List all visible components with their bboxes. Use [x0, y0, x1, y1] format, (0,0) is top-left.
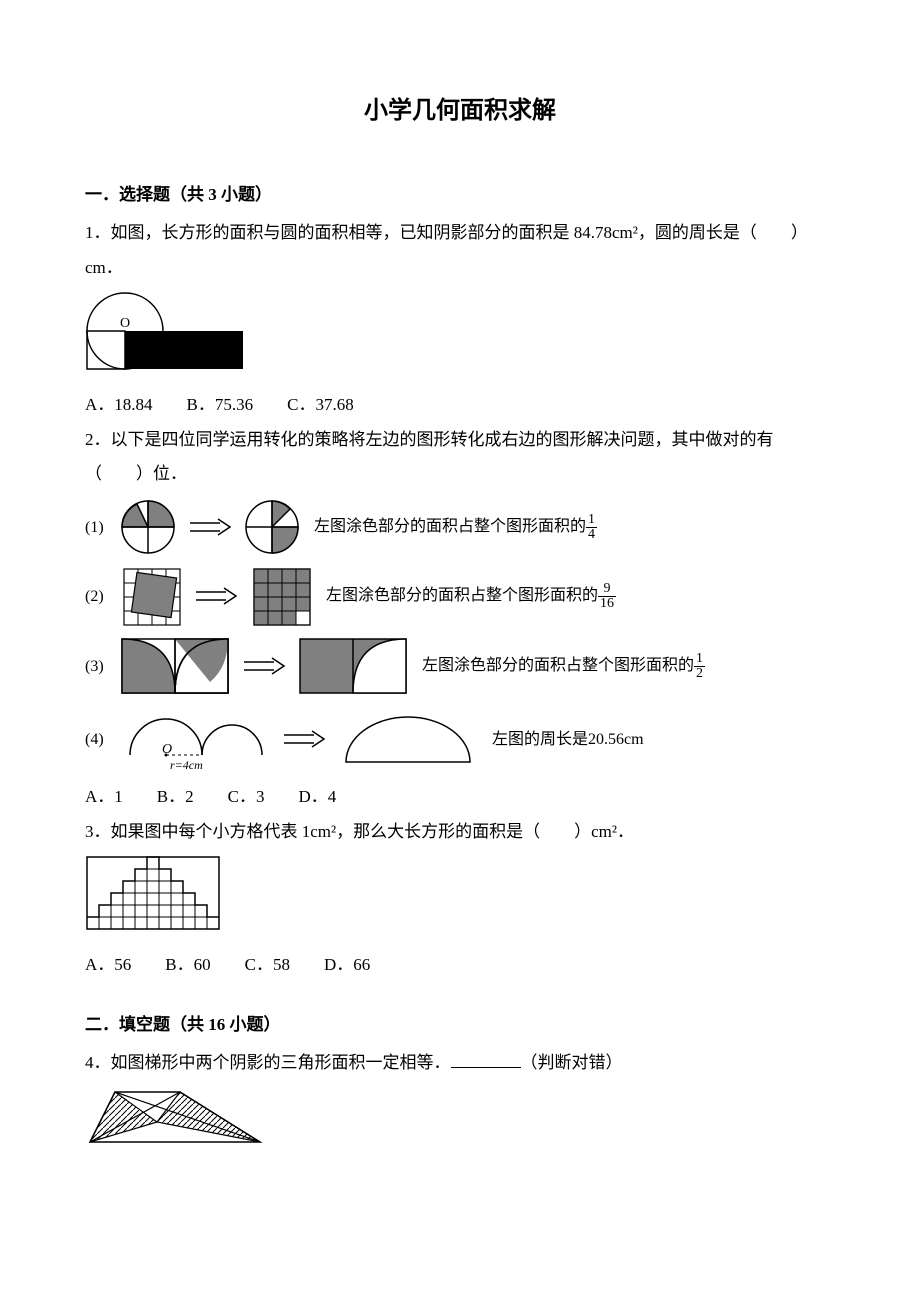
q1-center-label: O	[120, 316, 130, 331]
q2-row3-desc-prefix: 左图涂色部分的面积占整个图形面积的	[422, 657, 694, 674]
q3-options: A．56 B．60 C．58 D．66	[85, 951, 835, 980]
q2-row1-left-icon	[120, 499, 176, 555]
q2-row1-label: (1)	[85, 514, 120, 541]
q2-row2-desc-prefix: 左图涂色部分的面积占整个图形面积的	[326, 587, 598, 604]
arrow-right-icon	[194, 586, 238, 606]
q4-text-prefix: 4．如图梯形中两个阴影的三角形面积一定相等．	[85, 1053, 451, 1072]
q2-row3-desc: 左图涂色部分的面积占整个图形面积的12	[422, 652, 705, 681]
section2-header: 二．填空题（共 16 小题）	[85, 1010, 835, 1035]
q2-text-line2: （ ）位．	[85, 460, 835, 489]
q2-row3-right-icon	[298, 637, 408, 695]
q2-text-line1: 2．以下是四位同学运用转化的策略将左边的图形转化成右边的图形解决问题，其中做对的…	[85, 426, 835, 455]
question-3: 3．如果图中每个小方格代表 1cm²，那么大长方形的面积是（ ）cm²． A．5…	[85, 818, 835, 980]
q2-row3-label: (3)	[85, 653, 120, 680]
q2-row2-label: (2)	[85, 583, 120, 610]
q2-row2-desc: 左图涂色部分的面积占整个图形面积的916	[326, 582, 616, 611]
fraction: 14	[586, 513, 597, 542]
q4-figure	[85, 1086, 835, 1158]
fill-blank-input[interactable]	[451, 1050, 521, 1068]
q2-row1-desc-prefix: 左图涂色部分的面积占整个图形面积的	[314, 518, 586, 535]
q2-options: A．1 B．2 C．3 D．4	[85, 783, 835, 812]
q2-row1-right-icon	[244, 499, 300, 555]
fraction: 916	[598, 582, 616, 611]
q1-svg: O	[85, 291, 245, 373]
q2-row4-left-icon: O r=4cm	[120, 705, 270, 773]
q3-text: 3．如果图中每个小方格代表 1cm²，那么大长方形的面积是（ ）cm²．	[85, 818, 835, 847]
q2-row-3: (3) 左图涂色部分的面积占整个图形面积的12	[85, 637, 835, 695]
fraction: 12	[694, 652, 705, 681]
question-2: 2．以下是四位同学运用转化的策略将左边的图形转化成右边的图形解决问题，其中做对的…	[85, 426, 835, 813]
q4-text: 4．如图梯形中两个阴影的三角形面积一定相等． （判断对错）	[85, 1049, 835, 1078]
q2-row4-desc-prefix: 左图的周长是	[492, 731, 588, 748]
q2-row1-desc: 左图涂色部分的面积占整个图形面积的14	[314, 513, 597, 542]
q3-svg	[85, 855, 225, 933]
q2-row-1: (1) 左图涂色部分的面积占整个图形面积的14	[85, 499, 835, 555]
q2-row3-left-icon	[120, 637, 230, 695]
arrow-right-icon	[242, 656, 286, 676]
q2-row-2: (2) 左图涂色部分的面积占整个图形面积的916	[85, 565, 835, 627]
q2-row4-label: (4)	[85, 726, 120, 753]
q1-text-line1: 1．如图，长方形的面积与圆的面积相等，已知阴影部分的面积是 84.78cm²，圆…	[85, 219, 835, 248]
q4-svg	[85, 1086, 265, 1148]
q3-figure	[85, 855, 835, 943]
q1-text-line2: cm．	[85, 254, 835, 283]
q1-figure: O	[85, 291, 835, 383]
q2-row4-right-icon	[338, 712, 478, 767]
question-1: 1．如图，长方形的面积与圆的面积相等，已知阴影部分的面积是 84.78cm²，圆…	[85, 219, 835, 420]
q2-row-4: (4) O r=4cm 左图的周长是20.56cm	[85, 705, 835, 773]
q2-row4-value: 20.56cm	[588, 731, 644, 748]
q2-row2-left-icon	[120, 565, 182, 627]
section1-header: 一．选择题（共 3 小题）	[85, 180, 835, 205]
question-4: 4．如图梯形中两个阴影的三角形面积一定相等． （判断对错）	[85, 1049, 835, 1158]
page-title: 小学几何面积求解	[85, 90, 835, 125]
q4-text-suffix: （判断对错）	[521, 1053, 623, 1072]
q2-row4-r-label: r=4cm	[170, 758, 203, 772]
arrow-right-icon	[188, 517, 232, 537]
q1-options: A．18.84 B．75.36 C．37.68	[85, 391, 835, 420]
arrow-right-icon	[282, 729, 326, 749]
q2-row2-right-icon	[250, 565, 312, 627]
q2-row4-o-label: O	[162, 742, 172, 757]
q2-row4-desc: 左图的周长是20.56cm	[492, 726, 644, 753]
